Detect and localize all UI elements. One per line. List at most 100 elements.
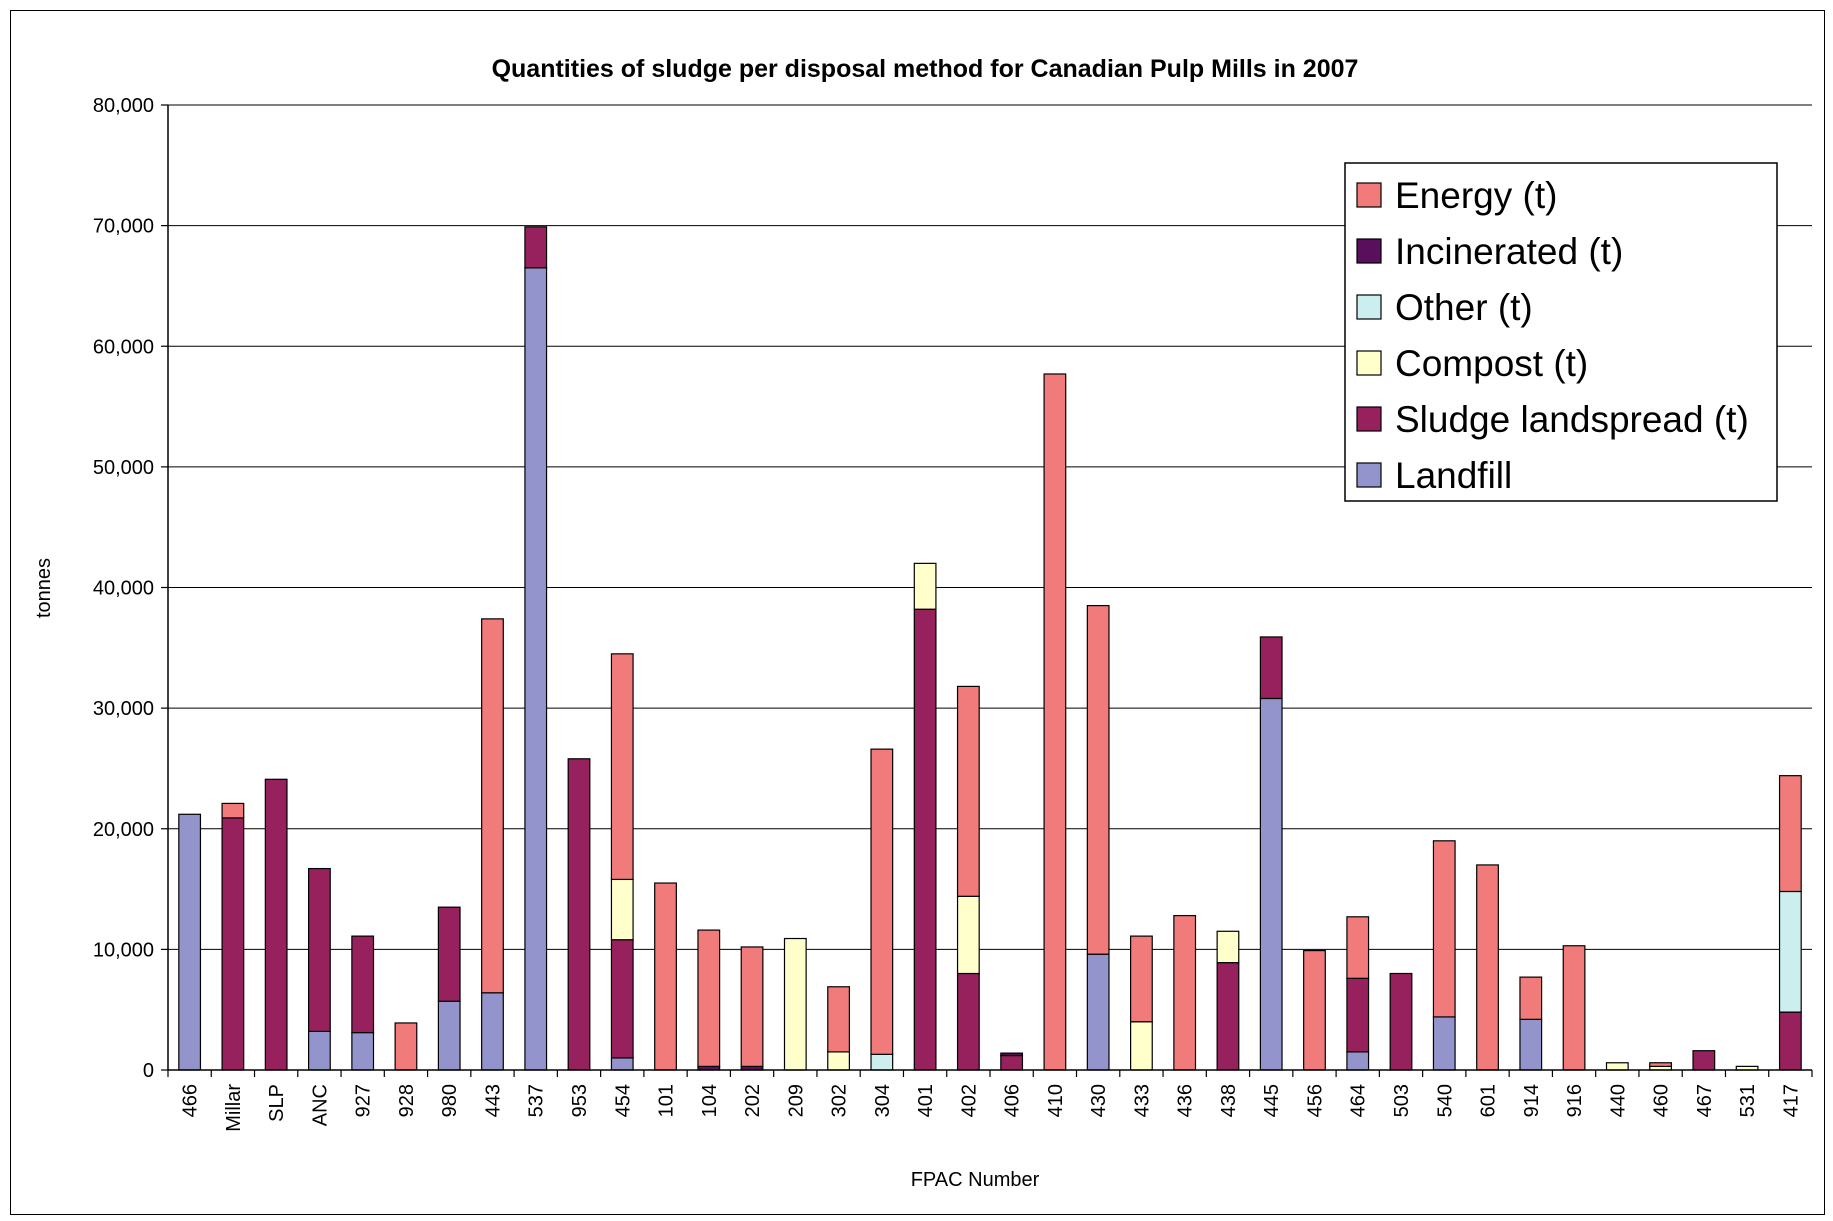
x-tick-label: 537 [526,1084,548,1117]
legend-label: Sludge landspread (t) [1395,399,1749,440]
bar-segment [1389,972,1413,1071]
y-tick-label: 20,000 [93,819,154,841]
bar-segment [1432,840,1456,1018]
x-tick-label: 209 [785,1084,807,1117]
bar-segment [308,867,331,1033]
bar-segment [264,778,288,1071]
bar-segment [1605,1062,1629,1071]
x-tick-label: 466 [180,1084,202,1117]
legend-swatch [1356,462,1382,488]
legend-label: Energy (t) [1395,175,1557,216]
x-tick-label: 927 [353,1084,375,1117]
legend: Energy (t) Incinerated (t) Other (t) Compos… [1344,162,1778,502]
x-tick-label: ANC [309,1084,331,1126]
x-tick-label: 531 [1737,1084,1759,1117]
bar-segment [1259,636,1283,700]
x-tick-label: 410 [1045,1084,1067,1117]
legend-box [1344,162,1778,502]
x-tick-label: 104 [699,1084,721,1117]
bar-segment [956,685,980,897]
bar-segment [1778,1011,1802,1071]
bar-segment [524,226,548,269]
x-tick-label: 101 [656,1084,678,1117]
x-tick-label: 467 [1694,1084,1716,1117]
bar-segment [308,1030,331,1071]
x-tick-label: 460 [1651,1084,1673,1117]
legend-label: Incinerated (t) [1395,231,1623,272]
legend-swatch [1356,406,1382,432]
bar-segment [956,895,980,975]
x-tick-label: 464 [1348,1084,1370,1117]
y-tick-label: 40,000 [93,578,154,600]
x-tick-label: 601 [1478,1084,1500,1117]
x-tick-label: 445 [1261,1084,1283,1117]
x-tick-labels: 466 Millar SLP ANC 927 928 980 443 537 953 454 101 1… [180,1084,1803,1132]
bar-segment [1043,373,1067,1071]
x-tick-label: 980 [439,1084,461,1117]
bar-segment [697,929,721,1067]
bar-segment [1086,604,1110,955]
bar-segment [654,882,677,1071]
y-tick-labels: 0 10,000 20,000 30,000 40,000 50,000 60,000 70,… [93,95,154,1082]
bar-segment [394,1022,418,1071]
x-tick-label: 540 [1434,1084,1456,1117]
legend-swatch [1356,238,1382,264]
bar-segment [870,748,894,1055]
legend-label: Compost (t) [1395,343,1588,384]
bar-segment [610,653,634,881]
x-tick-label: 914 [1521,1084,1543,1117]
bar-segment [1778,775,1802,893]
bar-segment [567,758,591,1071]
bar-segment [827,1051,850,1071]
bar-segment [870,1053,894,1071]
y-axis-label: tonnes [33,558,55,618]
y-tick-label: 10,000 [93,939,154,961]
legend-swatch [1356,350,1382,376]
bar-segment [351,1032,375,1071]
bar-segment [740,946,764,1067]
x-tick-label: 916 [1564,1084,1586,1117]
x-tick-label: 417 [1780,1084,1802,1117]
bar-segment [1346,1051,1370,1071]
bar-segment [1216,930,1240,964]
x-tick-label: 433 [1131,1084,1153,1117]
bar-segment [1346,916,1370,979]
bar-segment [610,939,634,1059]
bar-segment [1259,697,1283,1071]
x-tick-label: 436 [1175,1084,1197,1117]
legend-swatch [1356,182,1382,208]
x-tick-label: 928 [396,1084,418,1117]
y-tick-label: 80,000 [93,95,154,117]
bar-segment [1432,1016,1456,1071]
legend-label: Landfill [1395,455,1512,496]
bar-segment [437,906,461,1002]
x-axis-label: FPAC Number [911,1169,1040,1191]
bar-segment [524,267,548,1071]
bar-segment [1086,953,1110,1071]
bar-segment [481,992,504,1071]
y-tick-label: 70,000 [93,216,154,238]
x-tick-label: 503 [1391,1084,1413,1117]
bar-segment [1303,949,1326,1071]
y-tick-label: 30,000 [93,698,154,720]
bar-segment [437,1000,461,1071]
bar-segment [1649,1062,1672,1067]
bar-segment [221,817,245,1071]
x-tick-label: 443 [482,1084,504,1117]
bar-segment [351,935,375,1034]
x-tick-label: 438 [1218,1084,1240,1117]
bar-segment [1476,864,1499,1071]
axes [167,105,1813,1077]
legend-label: Other (t) [1395,287,1533,328]
bar-segment [913,562,937,610]
bar-segment [1562,945,1586,1071]
y-tick-label: 50,000 [93,457,154,479]
x-tick-label: 406 [1002,1084,1024,1117]
bar-segment [610,1057,634,1071]
bar-segment [481,618,504,994]
x-tick-label: 456 [1304,1084,1326,1117]
x-tick-label: 304 [872,1084,894,1117]
x-tick-label: 953 [569,1084,591,1117]
bar-segment [1130,1021,1153,1071]
x-tick-label: 440 [1607,1084,1629,1117]
